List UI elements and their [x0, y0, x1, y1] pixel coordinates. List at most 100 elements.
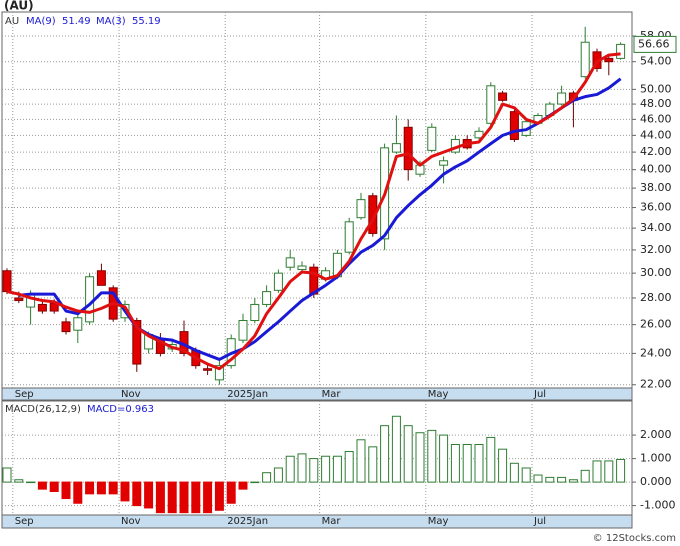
macd-bar: [214, 481, 224, 511]
macd-bar: [604, 460, 614, 483]
y-tick-label: 40.00: [640, 163, 672, 176]
macd-bar: [167, 481, 177, 514]
x-tick-label: Jul: [533, 516, 546, 527]
candle-body: [285, 257, 295, 268]
y-tick-label: 48.00: [640, 97, 672, 110]
y-tick-label: 32.00: [640, 243, 672, 256]
candle-body: [427, 126, 437, 151]
x-tick-label: May: [428, 389, 449, 400]
macd-bar: [498, 448, 508, 483]
candle-body: [61, 321, 71, 333]
x-tick-label: Mar: [322, 389, 342, 400]
macd-bar: [592, 460, 602, 483]
x-tick-label: Sep: [15, 389, 34, 400]
macd-bar: [61, 481, 71, 500]
macd-bar: [356, 439, 366, 483]
macd-bar: [14, 479, 24, 483]
y-tick-label: 50.00: [640, 82, 672, 95]
candle-body: [616, 43, 626, 59]
y-tick-label: 0.000: [640, 475, 672, 488]
macd-bar: [368, 446, 378, 483]
macd-bar: [226, 481, 236, 504]
legend-value: 51.49: [62, 16, 91, 27]
y-tick-label: 38.00: [640, 181, 672, 194]
price-label-box: [633, 35, 677, 53]
ma-line: [6, 52, 621, 371]
macd-bar: [462, 443, 472, 483]
candle-body: [73, 317, 83, 331]
x-tick-label: May: [428, 516, 449, 527]
candle-body: [580, 41, 590, 78]
candle-body: [557, 92, 567, 105]
macd-value: MACD=0.963: [87, 404, 154, 415]
macd-bar: [203, 481, 213, 514]
macd-bar: [96, 481, 106, 495]
y-tick-label: 22.00: [640, 378, 672, 391]
macd-bar: [568, 479, 578, 483]
macd-bar: [427, 429, 437, 483]
y-tick-label: 44.00: [640, 128, 672, 141]
macd-bar: [391, 415, 401, 483]
ma-line: [18, 77, 622, 361]
macd-bar: [486, 436, 496, 483]
macd-bar: [49, 481, 59, 492]
macd-bar: [73, 481, 83, 504]
macd-bar: [403, 425, 413, 483]
y-tick-label: 34.00: [640, 221, 672, 234]
candle-body: [250, 303, 260, 321]
macd-bar: [155, 481, 165, 514]
macd-bar: [509, 462, 519, 483]
macd-bar: [616, 458, 626, 483]
macd-bar: [132, 481, 142, 507]
y-tick-label: 2.000: [640, 428, 672, 441]
watermark: © 12Stocks.com: [593, 533, 676, 544]
macd-bar: [545, 476, 555, 483]
candle-body: [403, 126, 413, 171]
macd-bar: [85, 481, 95, 495]
macd-bar: [557, 476, 567, 483]
y-tick-label: 46.00: [640, 112, 672, 125]
candle-body: [273, 272, 283, 291]
macd-bar: [250, 481, 260, 484]
legend-value: 55.19: [132, 16, 161, 27]
macd-bar: [450, 443, 460, 483]
candle-body: [356, 199, 366, 219]
candle-body: [498, 92, 508, 101]
symbol: AU: [5, 16, 19, 27]
candle-body: [391, 143, 401, 153]
macd-bar: [179, 481, 189, 514]
y-tick-label: 1.000: [640, 452, 672, 465]
candle-body: [214, 365, 224, 381]
macd-bar: [580, 469, 590, 483]
macd-bar: [321, 455, 331, 483]
candle-body: [509, 111, 519, 140]
macd-bar: [344, 451, 354, 483]
macd-bar: [2, 467, 12, 483]
candle-body: [37, 303, 47, 312]
y-tick-label: 24.00: [640, 346, 672, 359]
macd-bar: [309, 458, 319, 483]
macd-bar: [37, 481, 47, 490]
macd-bar: [521, 467, 531, 483]
y-tick-label: 28.00: [640, 291, 672, 304]
macd-bar: [191, 481, 201, 514]
x-tick-label: Mar: [322, 516, 342, 527]
x-tick-label: 2025Jan: [227, 516, 268, 527]
macd-bar: [238, 481, 248, 490]
x-tick-label: Sep: [15, 516, 34, 527]
y-tick-label: 54.00: [640, 55, 672, 68]
candle-body: [96, 270, 106, 286]
candle-body: [238, 319, 248, 341]
chart-title: (AU): [4, 0, 34, 13]
macd-bar: [474, 443, 484, 483]
x-tick-label: Jul: [533, 389, 546, 400]
macd-bar: [439, 434, 449, 483]
candle-body: [2, 270, 12, 293]
candle-body: [14, 297, 24, 302]
x-tick-label: Nov: [121, 389, 141, 400]
candle-body: [344, 221, 354, 253]
macd-bar: [415, 432, 425, 483]
candle-body: [203, 368, 213, 371]
legend-name: MA(9): [26, 16, 56, 27]
